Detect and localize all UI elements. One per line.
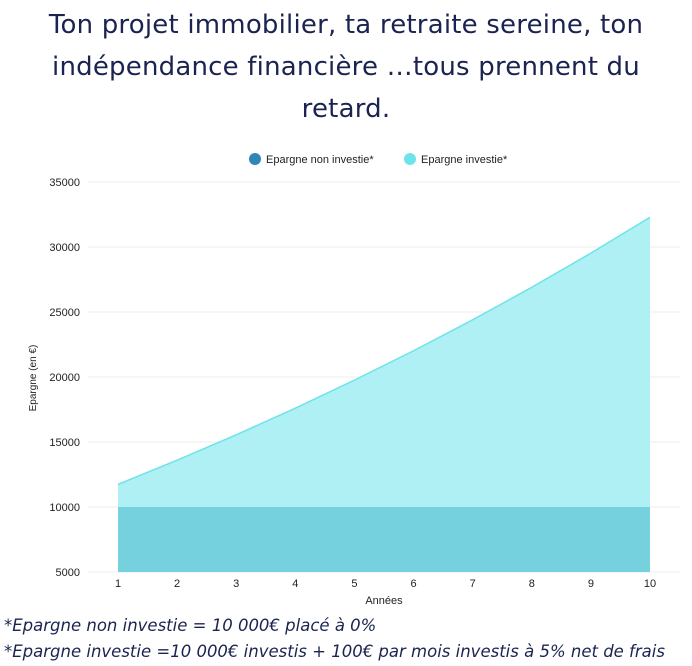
- x-tick-label: 5: [351, 578, 357, 590]
- area-epargne-non-investie: [118, 507, 650, 572]
- y-tick-label: 5000: [56, 567, 80, 579]
- title-line-2: indépendance financière …tous prennent d…: [52, 52, 640, 82]
- title-line-3: retard.: [301, 94, 391, 124]
- y-tick-label: 30000: [49, 242, 80, 254]
- axis-layer: 5000 10000 15000 20000 25000 30000 35000 1 2 3 4 5 6…: [49, 177, 656, 590]
- x-tick-label: 6: [410, 578, 416, 590]
- footnote-non-invested: *Epargne non investie = 10 000€ placé à …: [4, 616, 377, 635]
- x-axis-label: Années: [365, 595, 403, 607]
- area-layer: [117, 216, 651, 572]
- area-epargne-investie: [118, 217, 650, 572]
- y-tick-label: 10000: [49, 502, 80, 514]
- y-tick-label: 25000: [49, 307, 80, 319]
- legend-label: Epargne non investie*: [266, 154, 374, 166]
- page-title: Ton projet immobilier, ta retraite serei…: [0, 4, 692, 130]
- legend-swatch: [249, 153, 261, 165]
- x-tick-label: 10: [644, 578, 656, 590]
- footnote-invested: *Epargne investie =10 000€ investis + 10…: [4, 642, 665, 661]
- legend-swatch: [404, 153, 416, 165]
- legend-item-investie[interactable]: Epargne investie*: [404, 153, 508, 166]
- x-tick-label: 2: [174, 578, 180, 590]
- x-tick-label: 4: [292, 578, 298, 590]
- legend[interactable]: Epargne non investie* Epargne investie*: [249, 153, 508, 166]
- y-tick-label: 35000: [49, 177, 80, 189]
- title-line-1: Ton projet immobilier, ta retraite serei…: [48, 10, 644, 40]
- x-tick-label: 3: [233, 578, 239, 590]
- legend-item-non-investie[interactable]: Epargne non investie*: [249, 153, 374, 166]
- x-tick-label: 7: [470, 578, 476, 590]
- y-axis-label: Epargne (en €): [28, 345, 39, 412]
- y-tick-label: 15000: [49, 437, 80, 449]
- savings-area-chart: 5000 10000 15000 20000 25000 30000 35000 1 2 3 4 5 6…: [28, 153, 680, 607]
- x-tick-label: 9: [588, 578, 594, 590]
- x-tick-label: 1: [115, 578, 121, 590]
- y-tick-label: 20000: [49, 372, 80, 384]
- line-epargne-investie: [117, 216, 651, 486]
- legend-label: Epargne investie*: [421, 154, 508, 166]
- x-tick-label: 8: [529, 578, 535, 590]
